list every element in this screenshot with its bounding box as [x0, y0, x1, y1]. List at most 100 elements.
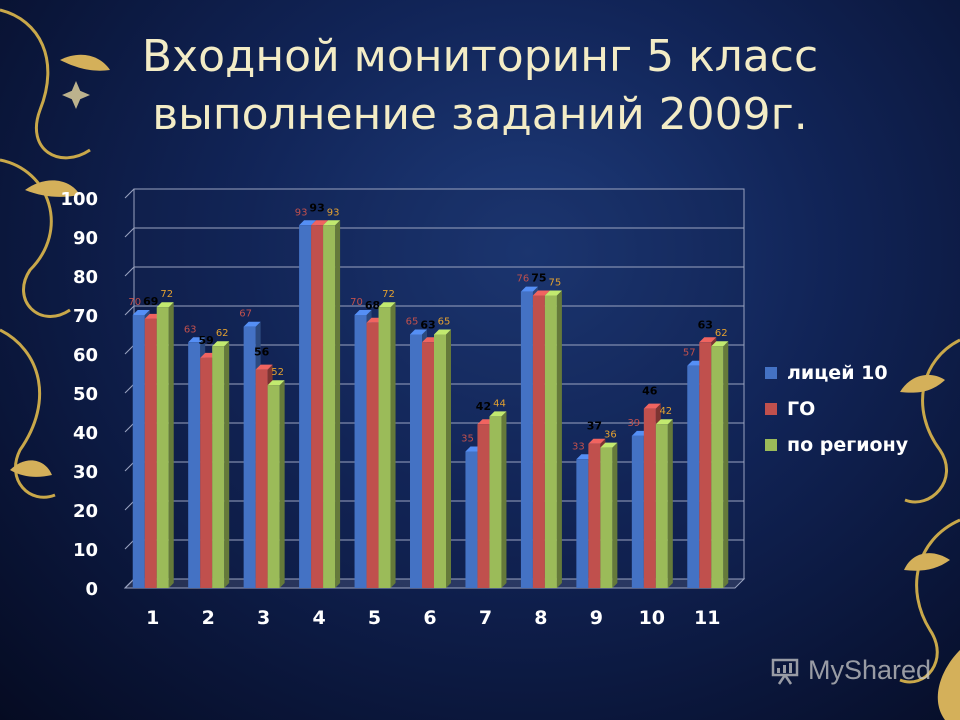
bar: [144, 318, 157, 588]
y-tick-label: 30: [73, 462, 98, 483]
y-tick-label: 40: [73, 423, 98, 444]
x-tick-label: 3: [257, 607, 270, 629]
y-tick-label: 60: [73, 345, 98, 366]
bar-top: [299, 220, 317, 226]
title-line-1: Входной мониторинг 5 класс: [141, 31, 819, 82]
bar: [323, 225, 336, 589]
bar: [532, 295, 545, 588]
bar: [188, 342, 201, 588]
bar-side: [335, 220, 341, 589]
data-label: 33: [572, 441, 585, 452]
bar-top: [354, 310, 372, 315]
y-tick-label: 0: [85, 579, 98, 600]
data-label: 69: [143, 295, 158, 308]
y-tick-label: 100: [60, 189, 98, 210]
data-label: 70: [128, 297, 141, 308]
gridline-depth: [124, 305, 135, 316]
y-tick-label: 80: [73, 267, 98, 288]
data-label: 65: [438, 317, 451, 328]
bar-side: [612, 442, 618, 588]
x-tick-label: 8: [534, 607, 547, 629]
data-label: 75: [549, 278, 562, 289]
gridline-depth: [124, 383, 135, 394]
gridline-depth: [124, 266, 135, 277]
data-label: 72: [382, 289, 395, 300]
gridline-depth: [124, 227, 135, 238]
bar-top: [212, 341, 230, 347]
bar: [655, 424, 668, 588]
bar: [699, 342, 712, 588]
bar-side: [390, 302, 396, 588]
data-label: 37: [587, 420, 602, 433]
legend-label-1: лицей 10: [787, 362, 888, 384]
x-tick-label: 4: [312, 607, 325, 629]
bar-top: [156, 302, 174, 308]
bar: [378, 307, 391, 588]
data-label: 42: [659, 406, 672, 417]
corner-ornament-left: [0, 8, 110, 499]
watermark: MyShared: [770, 655, 931, 686]
data-label: 76: [517, 274, 530, 285]
x-tick-label: 5: [368, 607, 381, 629]
data-label: 39: [627, 418, 640, 429]
x-tick-label: 6: [423, 607, 436, 629]
bar-top: [378, 302, 396, 308]
bar: [600, 447, 613, 588]
bar-top: [255, 364, 273, 370]
x-tick-label: 10: [639, 607, 665, 629]
data-label: 62: [715, 328, 728, 339]
bar-side: [168, 302, 174, 588]
data-label: 63: [698, 318, 713, 331]
y-tick-label: 10: [73, 540, 98, 561]
legend-label-3: по региону: [787, 434, 909, 456]
bar: [299, 225, 312, 589]
bar-side: [501, 411, 507, 588]
bar-top: [711, 341, 729, 347]
gridline-depth: [124, 344, 135, 355]
y-tick-label: 90: [73, 228, 98, 249]
bar: [200, 357, 213, 588]
data-label: 57: [683, 348, 696, 359]
bar: [588, 443, 601, 588]
data-label: 93: [327, 207, 340, 218]
data-label: 52: [271, 367, 284, 378]
data-label: 65: [406, 317, 419, 328]
data-label: 59: [199, 334, 214, 347]
gridline-depth: [124, 461, 135, 472]
bar: [311, 225, 324, 589]
bar-top: [489, 411, 507, 417]
gridline-depth: [124, 539, 135, 550]
bar-top: [267, 380, 285, 386]
data-label: 56: [254, 346, 270, 359]
bar: [354, 315, 367, 588]
bar: [410, 334, 422, 588]
bar: [687, 365, 700, 588]
data-label: 75: [531, 272, 546, 285]
bar: [643, 408, 656, 588]
legend-item-3: по региону: [765, 427, 908, 463]
bar-side: [279, 380, 285, 588]
bar-top: [699, 337, 717, 343]
bar-top: [520, 286, 538, 292]
bar: [489, 416, 502, 588]
bar: [212, 346, 225, 588]
y-tick-label: 20: [73, 501, 98, 522]
data-label: 35: [461, 434, 474, 445]
bar-top: [434, 329, 451, 335]
bar: [132, 315, 145, 588]
bar-top: [323, 220, 341, 226]
x-tick-label: 1: [146, 607, 159, 629]
bar-side: [556, 290, 562, 588]
bar-top: [410, 329, 427, 335]
bar: [267, 385, 280, 588]
bar-top: [243, 321, 261, 327]
legend-item-1: лицей 10: [765, 355, 908, 391]
bar: [243, 326, 256, 588]
bar: [465, 451, 478, 588]
x-tick-label: 9: [590, 607, 603, 629]
data-label: 36: [604, 430, 617, 441]
data-label: 72: [160, 289, 173, 300]
legend-swatch-3: [765, 439, 777, 451]
bar: [434, 334, 446, 588]
